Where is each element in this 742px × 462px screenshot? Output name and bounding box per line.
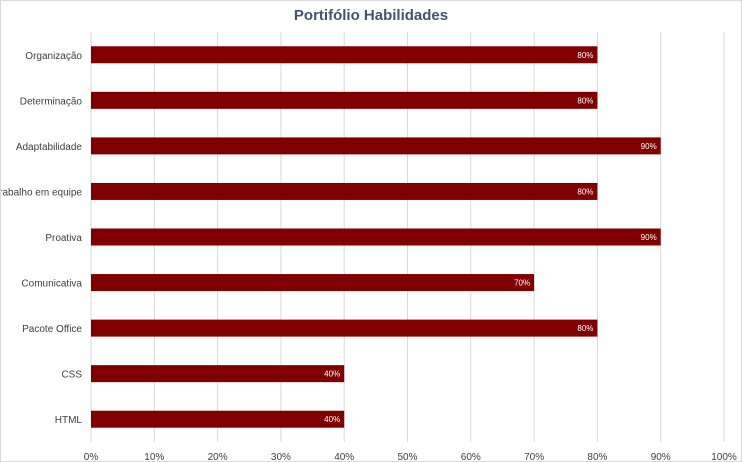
category-label: Comunicativa <box>21 279 82 290</box>
bar <box>91 46 598 64</box>
x-tick-label: 40% <box>334 452 354 461</box>
x-tick-label: 80% <box>587 452 607 461</box>
bar <box>91 365 345 383</box>
category-label: Pacote Office <box>22 324 82 335</box>
x-tick-label: 100% <box>711 452 737 461</box>
x-tick-label: 90% <box>651 452 671 461</box>
category-label: Determinação <box>20 96 83 107</box>
category-label: Proativa <box>45 233 82 244</box>
x-tick-label: 50% <box>397 452 417 461</box>
category-label: CSS <box>61 370 82 381</box>
bar <box>91 228 661 246</box>
category-label: Trabalho em equipe <box>1 187 82 198</box>
x-tick-label: 20% <box>208 452 228 461</box>
data-label: 80% <box>577 96 593 105</box>
category-label: Organização <box>25 51 82 62</box>
x-tick-label: 60% <box>461 452 481 461</box>
category-label: HTML <box>55 415 83 426</box>
bar <box>91 182 598 200</box>
bar <box>91 91 598 109</box>
bar <box>91 319 598 337</box>
data-label: 40% <box>324 370 340 379</box>
data-label: 90% <box>641 233 657 242</box>
bar <box>91 410 345 428</box>
x-axis-ticks: 0% 10% 20% 30% 40% 50% 60% 70% 80% 90% 100% <box>84 452 737 461</box>
data-label: 80% <box>577 324 593 333</box>
x-tick-label: 30% <box>271 452 291 461</box>
data-label: 40% <box>324 415 340 424</box>
data-label: 90% <box>641 142 657 151</box>
data-label: 80% <box>577 51 593 60</box>
category-labels: Organização Determinação Adaptabilidade Tra… <box>1 51 82 426</box>
bar <box>91 137 661 155</box>
x-tick-label: 10% <box>144 452 164 461</box>
bar <box>91 274 535 292</box>
x-tick-label: 0% <box>84 452 99 461</box>
x-tick-label: 70% <box>524 452 544 461</box>
bars: 80% 80% 90% 80% 90% 70% 80% 40% 40% <box>91 46 661 428</box>
category-label: Adaptabilidade <box>16 142 83 153</box>
data-label: 80% <box>577 187 593 196</box>
data-label: 70% <box>514 279 530 288</box>
chart-title: Portifólio Habilidades <box>293 7 449 24</box>
